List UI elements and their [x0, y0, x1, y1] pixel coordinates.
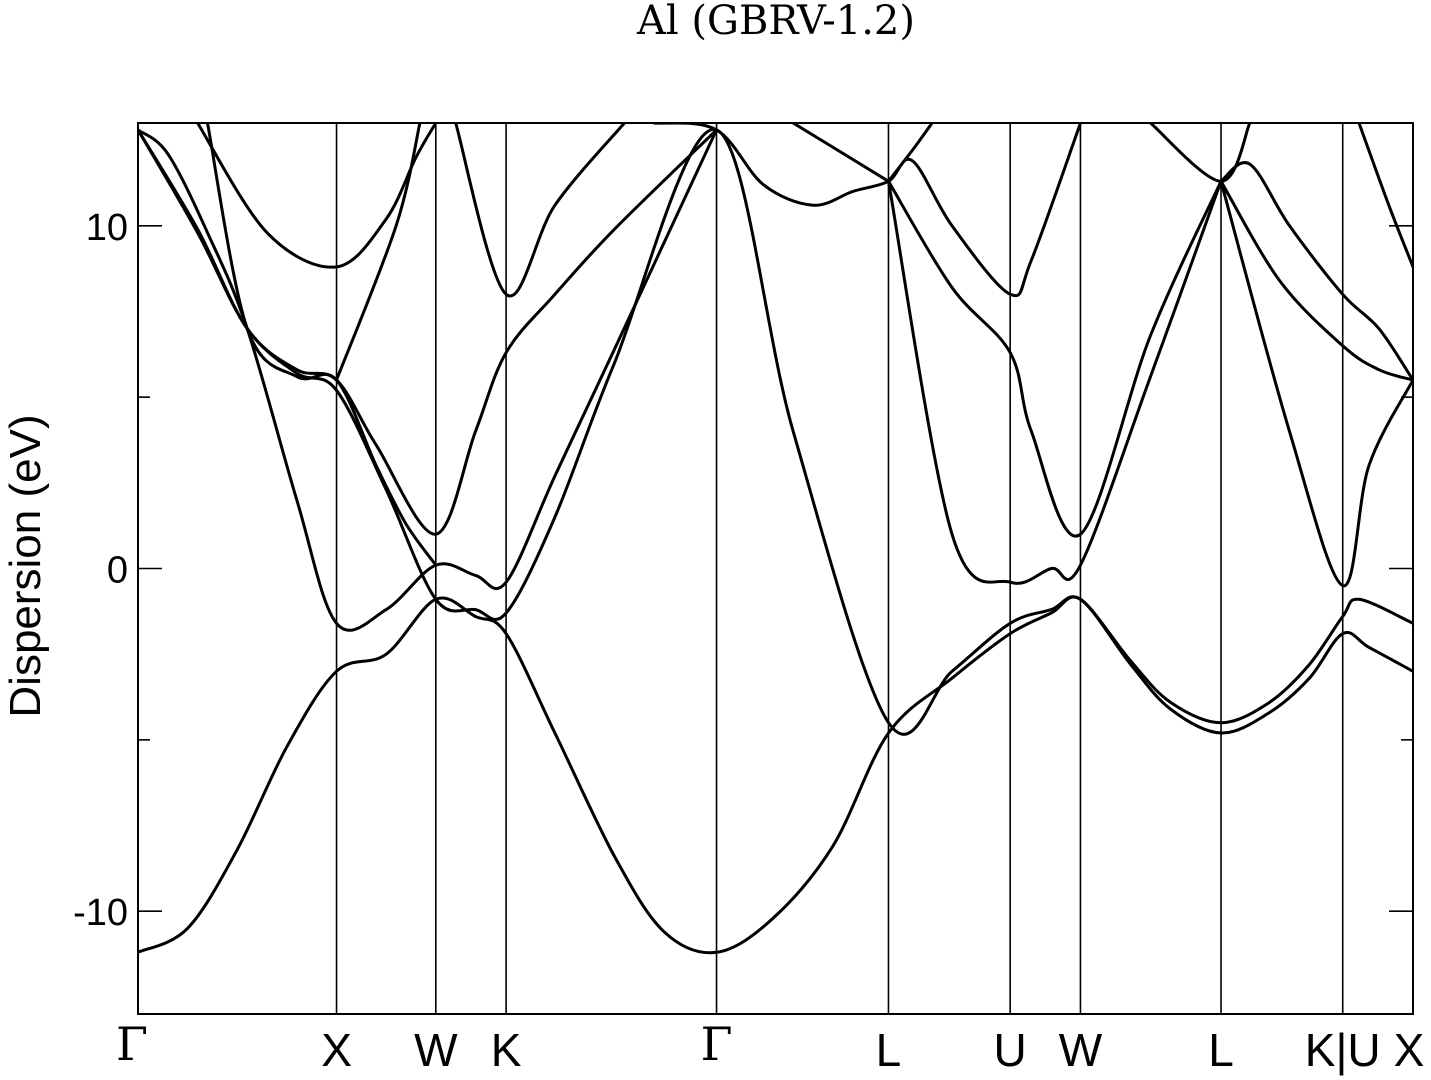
band-line-12 — [887, 123, 934, 183]
y-tick-label: 10 — [86, 207, 128, 249]
y-tick-label: -10 — [73, 892, 128, 934]
x-tick-label: U — [994, 1024, 1027, 1076]
x-tick-label: W — [1059, 1024, 1103, 1076]
x-tick-label: Γ — [701, 1017, 733, 1071]
x-tick-label: X — [1394, 1024, 1425, 1076]
chart-title: Al (GBRV-1.2) — [636, 0, 915, 44]
band-line-5 — [206, 123, 438, 567]
band-line-14 — [1219, 161, 1413, 382]
band-line-15 — [1219, 179, 1413, 382]
y-axis-label: Dispersion (eV) — [1, 414, 50, 717]
x-tick-label: X — [321, 1024, 352, 1076]
band-line-3 — [138, 128, 718, 536]
x-tick-label: L — [1208, 1024, 1234, 1076]
x-tick-label: L — [876, 1024, 902, 1076]
band-line-9 — [652, 123, 1082, 298]
band-line-8 — [454, 123, 626, 298]
band-line-17 — [1149, 123, 1252, 183]
y-axis-ticks: -10 0 10 — [73, 207, 1413, 934]
x-tick-label: W — [414, 1024, 458, 1076]
band-line-10 — [887, 179, 1223, 538]
band-line-4 — [138, 128, 718, 632]
x-tick-label: K — [491, 1024, 522, 1076]
band-line-11 — [887, 179, 1223, 585]
plot-frame — [137, 122, 1414, 1015]
band-line-13 — [791, 123, 890, 183]
x-tick-label: K|U — [1305, 1024, 1381, 1076]
band-line-2 — [138, 128, 1413, 736]
y-tick-label: 0 — [107, 550, 128, 592]
x-tick-label: Γ — [116, 1017, 148, 1071]
band-line-18 — [1357, 123, 1413, 269]
band-line-1 — [138, 595, 1413, 955]
band-line-16 — [1219, 179, 1413, 588]
band-lines — [138, 123, 1413, 955]
band-line-7 — [335, 123, 422, 382]
band-line-6 — [196, 123, 438, 269]
high-symmetry-lines — [335, 123, 1344, 1014]
x-axis-ticks: Γ X W K Γ L U W L K|U X — [116, 1017, 1424, 1076]
